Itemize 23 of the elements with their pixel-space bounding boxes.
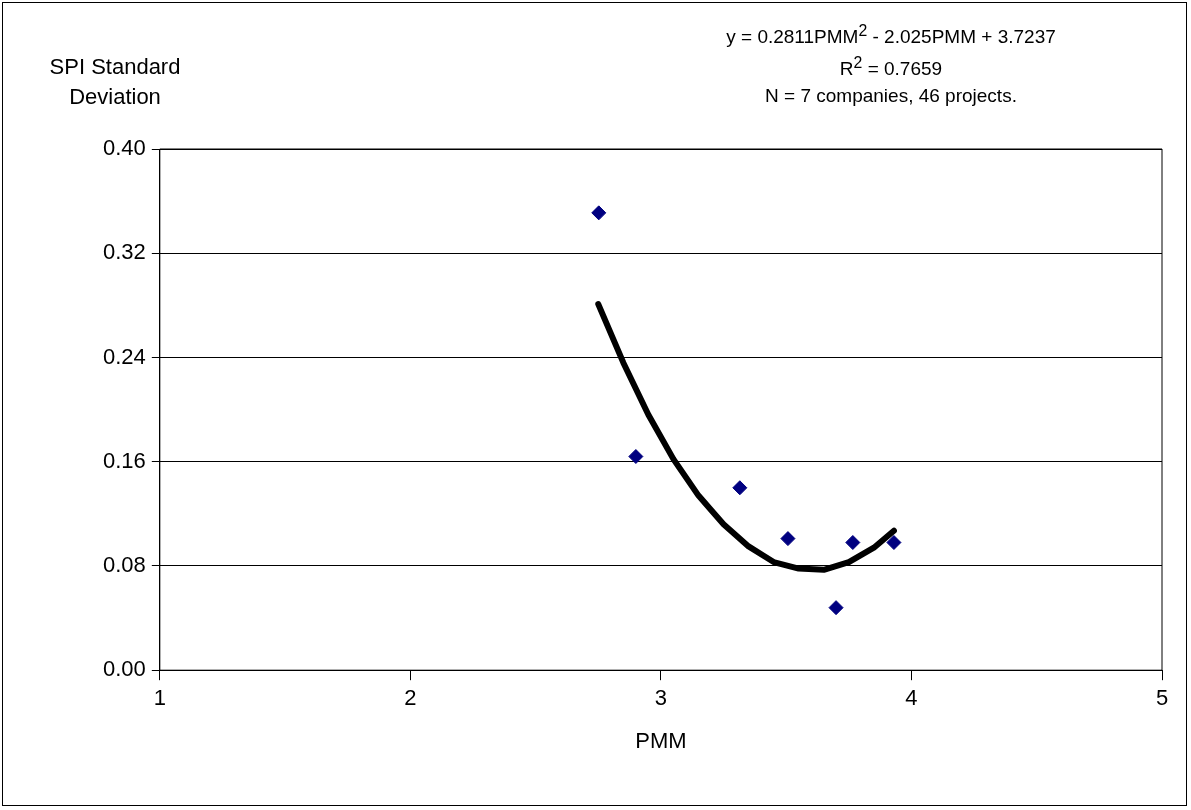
text: R$^{2}$ = 0.7659	[838, 53, 944, 82]
text: N = 7 companies, 46 projects.	[764, 83, 1018, 108]
y-tick-label: 0.32	[102, 239, 146, 265]
y-tick-label: 0.40	[102, 135, 146, 161]
y-tick-label: 0.24	[102, 343, 146, 369]
y-tick-label: 0.00	[102, 656, 146, 682]
point	[886, 535, 902, 551]
x-tick-label: 3	[654, 685, 668, 711]
point	[828, 600, 844, 616]
point	[732, 480, 748, 496]
y-axis-title: SPI Standard Deviation	[48, 53, 182, 111]
x-tick-label: 1	[153, 685, 166, 711]
y-tick-label: 0.08	[102, 552, 146, 578]
x-tick-label: 2	[404, 685, 417, 711]
text: y = 0.2811PMM$^{2}$ - 2.025PMM + 3.7237	[725, 21, 1057, 50]
point	[591, 205, 607, 221]
x-axis-title: PMM	[635, 727, 687, 753]
y-tick-label: 0.16	[102, 447, 146, 473]
point	[628, 449, 644, 465]
x-tick-label: 4	[905, 685, 918, 711]
x-tick-label: 5	[1155, 685, 1169, 711]
point	[780, 531, 796, 547]
point	[845, 535, 861, 551]
